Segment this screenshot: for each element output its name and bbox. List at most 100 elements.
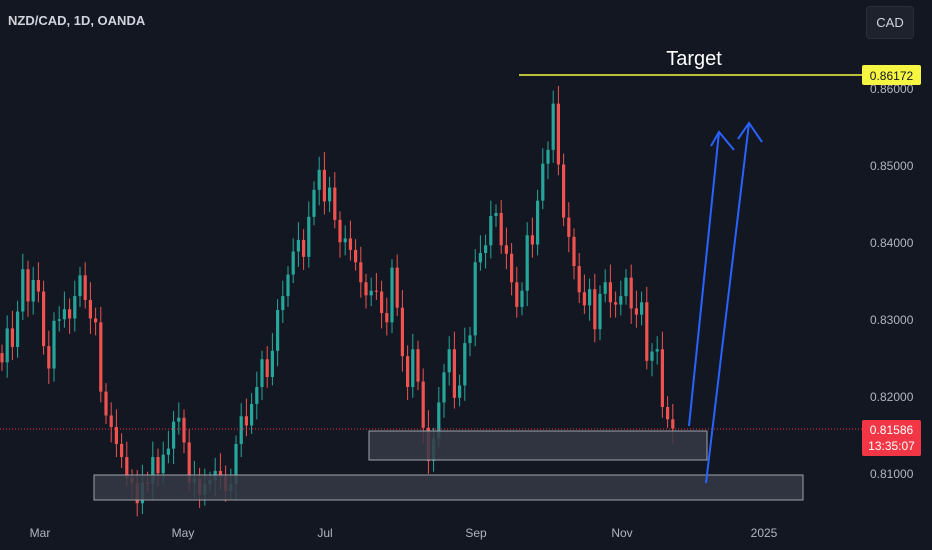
candle xyxy=(489,200,493,259)
candle xyxy=(5,315,9,378)
current-price-value: 0.81586 xyxy=(870,423,914,437)
candle xyxy=(104,383,108,424)
candle xyxy=(83,262,87,309)
candle xyxy=(655,336,659,365)
candle xyxy=(182,409,186,454)
candle xyxy=(172,410,176,464)
candle xyxy=(338,211,342,258)
candle xyxy=(551,90,555,163)
candle xyxy=(588,278,592,321)
candle xyxy=(614,291,618,318)
price-tick-label: 0.82000 xyxy=(870,390,914,404)
candle xyxy=(666,396,670,428)
support-zone-lower[interactable] xyxy=(93,474,804,501)
candle xyxy=(120,433,124,468)
candle xyxy=(260,350,264,401)
candle xyxy=(57,306,61,332)
candle xyxy=(447,336,451,386)
projection-arrow-1[interactable] xyxy=(688,130,735,427)
candle xyxy=(619,280,623,316)
candle xyxy=(572,228,576,280)
candle xyxy=(36,262,40,303)
candle xyxy=(166,430,170,464)
candle xyxy=(312,181,316,226)
candle xyxy=(645,286,649,370)
candle xyxy=(42,280,46,355)
price-axis[interactable]: 0.81000 0.82000 0.83000 0.84000 0.85000 0.860… xyxy=(870,82,914,481)
candle xyxy=(328,176,332,213)
candle xyxy=(73,280,77,332)
target-label: Target xyxy=(666,48,722,70)
candle xyxy=(541,148,545,210)
candle xyxy=(390,259,394,334)
candle xyxy=(296,222,300,267)
bar-countdown: 13:35:07 xyxy=(868,439,915,453)
candle xyxy=(291,238,295,284)
candle xyxy=(364,273,368,309)
candle xyxy=(343,225,347,256)
candle xyxy=(286,266,290,307)
current-price-label: 0.81586 13:35:07 xyxy=(862,420,921,456)
candle xyxy=(348,220,352,261)
candles-layer xyxy=(0,85,675,517)
candle xyxy=(567,202,571,253)
candle xyxy=(593,273,597,343)
price-tick-label: 0.83000 xyxy=(870,313,914,327)
candle xyxy=(265,346,269,388)
candle xyxy=(468,326,472,357)
candle xyxy=(624,269,628,305)
candle xyxy=(0,344,4,371)
candle xyxy=(317,156,321,206)
candle xyxy=(47,330,51,384)
candle xyxy=(52,312,56,382)
candle xyxy=(520,282,524,316)
price-tick-label: 0.86000 xyxy=(870,82,914,96)
candle xyxy=(255,371,259,420)
candle xyxy=(78,266,82,307)
candle xyxy=(458,374,462,407)
time-tick-label: May xyxy=(172,526,195,540)
candle xyxy=(395,254,399,317)
candle xyxy=(650,343,654,377)
candle xyxy=(109,402,113,443)
support-zone-upper[interactable] xyxy=(368,430,708,461)
time-tick-label: Sep xyxy=(465,526,487,540)
candle xyxy=(484,234,488,269)
time-tick-label: Jul xyxy=(317,526,332,540)
candle xyxy=(499,199,503,254)
candle xyxy=(88,282,92,334)
candle xyxy=(577,253,581,304)
time-tick-label: Mar xyxy=(30,526,51,540)
candle xyxy=(416,340,420,391)
candle xyxy=(562,153,566,227)
projection-arrow-2[interactable] xyxy=(705,121,763,484)
target-price-label: 0.86172 xyxy=(862,65,921,85)
price-tick-label: 0.81000 xyxy=(870,467,914,481)
candle xyxy=(94,307,98,336)
price-tick-label: 0.85000 xyxy=(870,159,914,173)
candle xyxy=(411,333,415,398)
candle xyxy=(281,280,285,324)
candle xyxy=(504,227,508,270)
candle xyxy=(31,266,35,315)
candle xyxy=(354,239,358,271)
candle xyxy=(26,260,30,317)
candle xyxy=(452,331,456,409)
target-price-value: 0.86172 xyxy=(870,69,914,83)
candle xyxy=(400,289,404,372)
candle xyxy=(177,402,181,435)
time-axis[interactable]: Mar May Jul Sep Nov 2025 xyxy=(30,526,778,540)
candle xyxy=(359,246,363,298)
candle xyxy=(10,310,14,361)
candle xyxy=(510,243,514,296)
candle xyxy=(582,274,586,314)
candle xyxy=(640,291,644,326)
currency-button[interactable]: CAD xyxy=(866,6,914,39)
candle xyxy=(21,253,25,320)
candle xyxy=(442,363,446,418)
time-tick-label: 2025 xyxy=(751,526,778,540)
candle xyxy=(546,141,550,180)
candle xyxy=(369,277,373,307)
candle xyxy=(494,204,498,227)
